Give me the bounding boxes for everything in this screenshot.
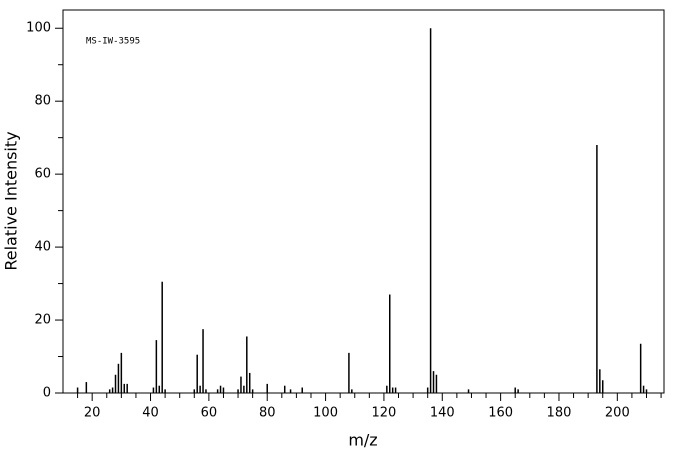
x-tick-label: 100	[313, 406, 338, 421]
x-tick-label: 200	[605, 406, 630, 421]
y-axis-label: Relative Intensity	[2, 131, 21, 270]
x-tick-label: 60	[201, 406, 218, 421]
y-tick-label: 60	[34, 167, 51, 182]
y-tick-label: 100	[26, 21, 51, 36]
x-tick-label: 180	[547, 406, 572, 421]
y-tick-label: 20	[34, 313, 51, 328]
x-tick-label: 20	[84, 406, 101, 421]
x-axis-label: m/z	[348, 431, 377, 450]
x-tick-label: 140	[430, 406, 455, 421]
y-tick-label: 40	[34, 240, 51, 255]
annotation: MS-IW-3595	[86, 37, 140, 47]
y-tick-label: 0	[43, 386, 51, 401]
x-tick-label: 40	[142, 406, 159, 421]
x-tick-label: 120	[372, 406, 397, 421]
y-tick-label: 80	[34, 94, 51, 109]
plot-frame	[62, 9, 665, 394]
x-tick-label: 80	[259, 406, 276, 421]
x-tick-label: 160	[488, 406, 513, 421]
